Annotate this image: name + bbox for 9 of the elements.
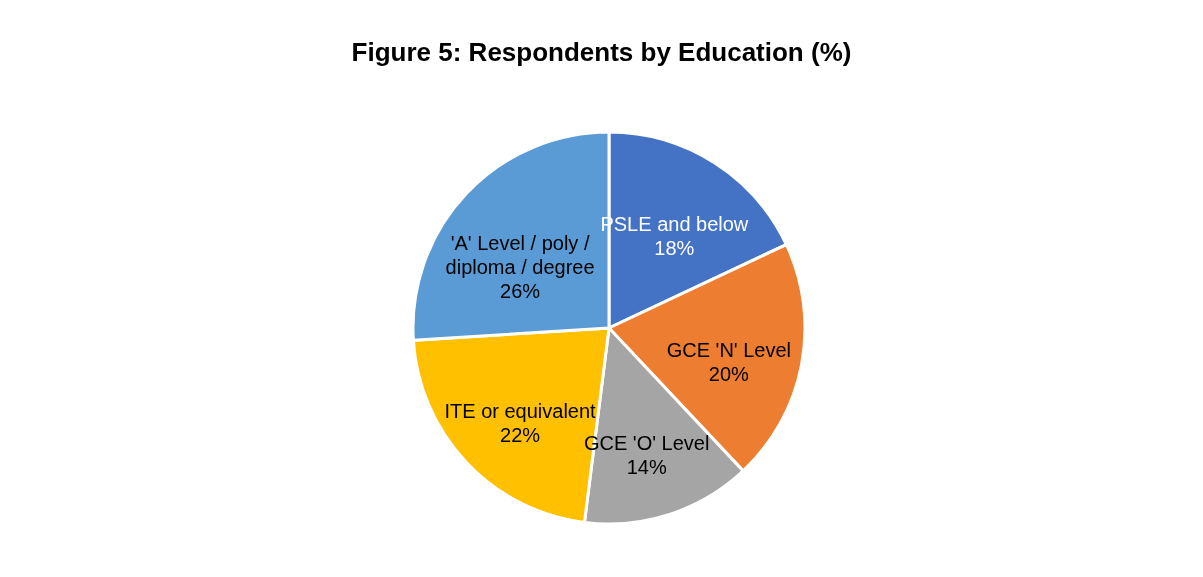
chart-title: Figure 5: Respondents by Education (%) [351,37,852,67]
data-label: 20% [708,362,750,385]
data-label: 14% [626,456,667,479]
data-label: 22% [500,423,541,446]
data-label: 18% [654,236,695,259]
data-label: 26% [500,280,541,303]
slice-label: 'A' Level / poly / diploma / degree [445,232,595,279]
slice-label: GCE 'N' Level [666,338,792,361]
slice-label: ITE or equivalent [444,399,597,422]
